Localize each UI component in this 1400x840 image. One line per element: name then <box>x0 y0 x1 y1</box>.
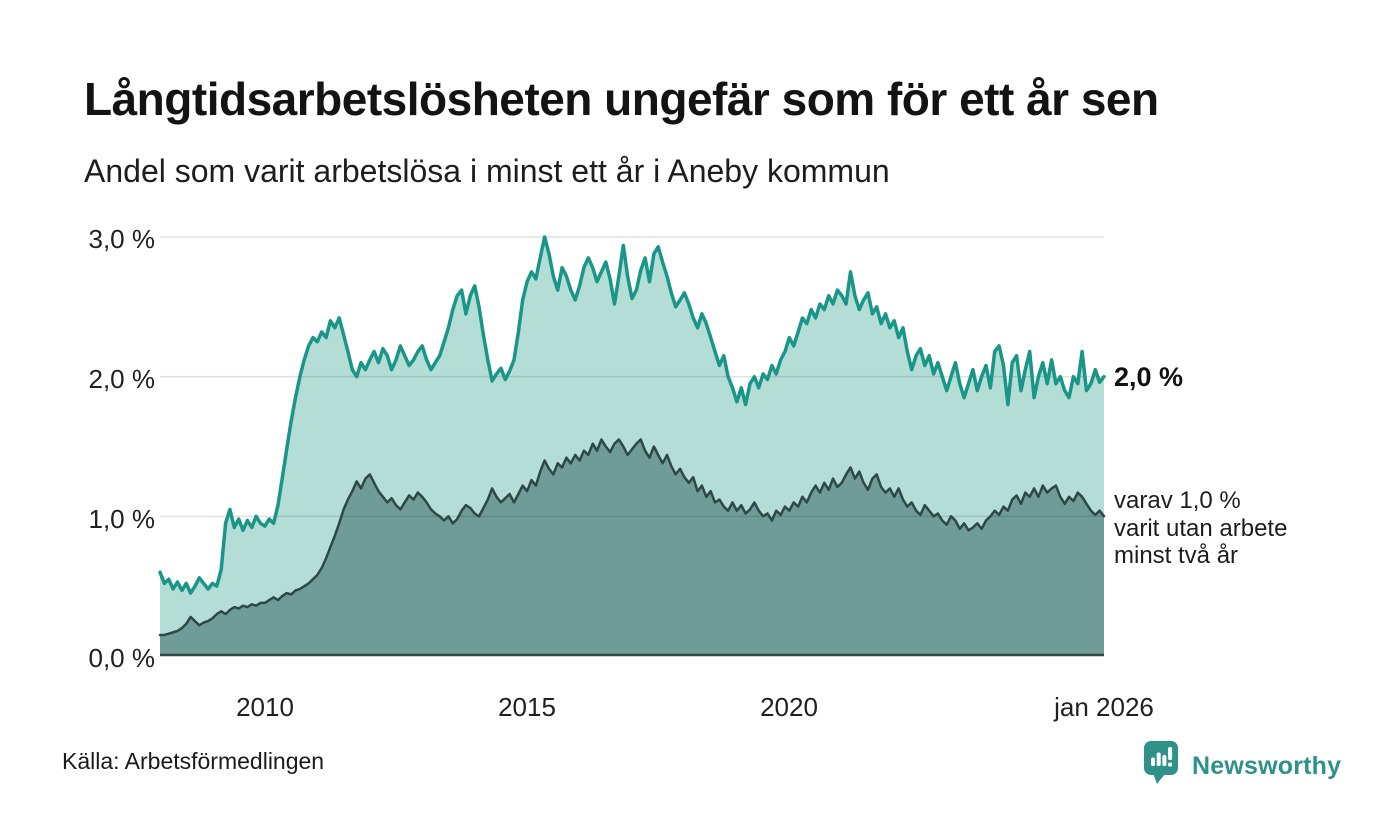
newsworthy-icon <box>1144 741 1178 784</box>
y-axis-label-2: 2,0 % <box>88 364 156 394</box>
end-value-label: 2,0 % <box>1114 362 1184 392</box>
y-axis-label-0: 0,0 % <box>88 643 156 673</box>
x-axis-label-2020: 2020 <box>760 692 818 722</box>
chart-title: Långtidsarbetslösheten ungefär som för e… <box>84 73 1159 125</box>
y-axis-label-1: 1,0 % <box>88 504 156 534</box>
area-fill-min-two-years <box>160 439 1104 656</box>
x-axis-label-jan-2026: jan 2026 <box>1054 692 1154 722</box>
line-min-two-years <box>158 438 1106 637</box>
secondary-end-label: varav 1,0 % varit utan arbete minst två … <box>1114 487 1287 570</box>
secondary-end-label-line3: minst två år <box>1114 542 1239 569</box>
line-min-one-year <box>158 235 1106 595</box>
newsworthy-logo: Newsworthy <box>1144 741 1341 785</box>
y-axis-label-3: 3,0 % <box>88 224 156 254</box>
newsworthy-wordmark: Newsworthy <box>1192 752 1342 780</box>
x-axis-label-2010: 2010 <box>236 692 294 722</box>
gridlines <box>160 236 1104 518</box>
chart-subtitle: Andel som varit arbetslösa i minst ett å… <box>84 153 890 189</box>
x-axis-label-2015: 2015 <box>498 692 556 722</box>
secondary-end-label-line1: varav 1,0 % <box>1114 487 1241 514</box>
secondary-end-label-line2: varit utan arbete <box>1114 514 1288 542</box>
source-note: Källa: Arbetsförmedlingen <box>62 748 325 774</box>
